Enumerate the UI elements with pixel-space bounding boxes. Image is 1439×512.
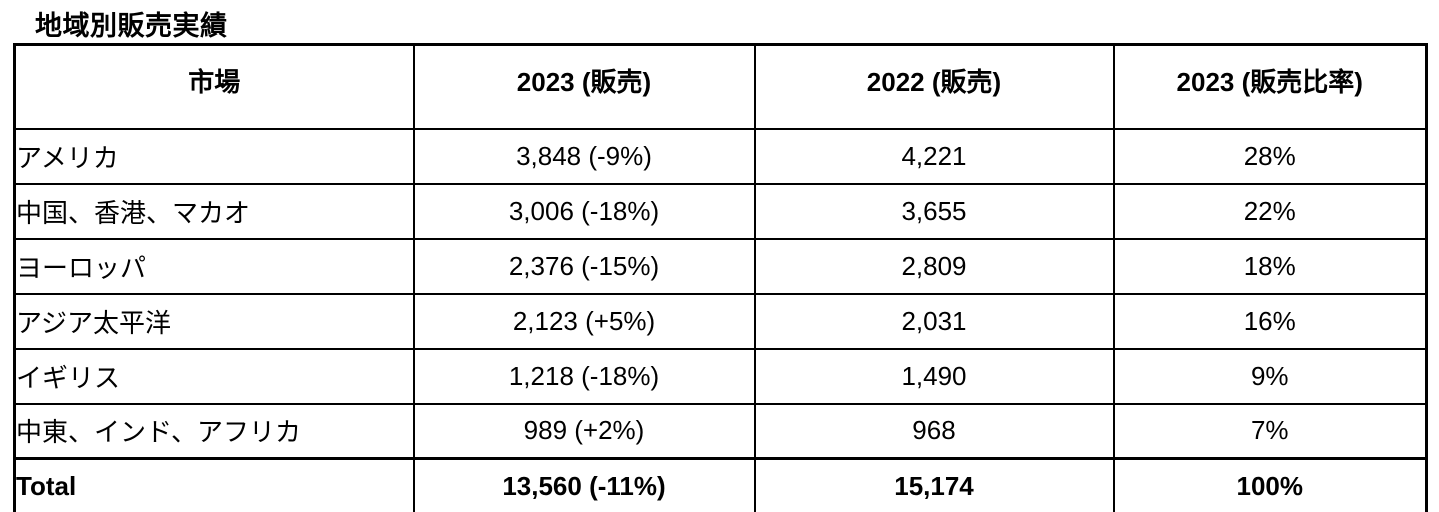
- ratio-2023-cell: 28%: [1112, 127, 1428, 185]
- ratio-2023-cell: 9%: [1112, 347, 1428, 405]
- table-header-row: 市場 2023 (販売) 2022 (販売) 2023 (販売比率): [13, 43, 1428, 130]
- table-row: 中国、香港、マカオ 3,006 (-18%) 3,655 22%: [13, 182, 1428, 240]
- ratio-2023-cell: 22%: [1112, 182, 1428, 240]
- header-2023-sales: 2023 (販売): [412, 43, 756, 130]
- ratio-2023-cell: 16%: [1112, 292, 1428, 350]
- sales-2023-cell: 2,123 (+5%): [412, 292, 756, 350]
- header-2022-sales: 2022 (販売): [753, 43, 1115, 130]
- table-row: 中東、インド、アフリカ 989 (+2%) 968 7%: [13, 402, 1428, 460]
- sales-2022-cell: 968: [753, 402, 1115, 460]
- sales-2023-cell: 1,218 (-18%): [412, 347, 756, 405]
- sales-2023-cell: 2,376 (-15%): [412, 237, 756, 295]
- ratio-2023-cell: 18%: [1112, 237, 1428, 295]
- total-sales-2022-cell: 15,174: [753, 457, 1115, 512]
- market-cell: イギリス: [13, 347, 415, 405]
- regional-sales-table: 市場 2023 (販売) 2022 (販売) 2023 (販売比率) アメリカ …: [13, 43, 1428, 512]
- market-cell: 中国、香港、マカオ: [13, 182, 415, 240]
- sales-2022-cell: 4,221: [753, 127, 1115, 185]
- market-cell: アジア太平洋: [13, 292, 415, 350]
- table-total-row: Total 13,560 (-11%) 15,174 100%: [13, 457, 1428, 512]
- table-row: アジア太平洋 2,123 (+5%) 2,031 16%: [13, 292, 1428, 350]
- total-ratio-2023-cell: 100%: [1112, 457, 1428, 512]
- ratio-2023-cell: 7%: [1112, 402, 1428, 460]
- table-row: アメリカ 3,848 (-9%) 4,221 28%: [13, 127, 1428, 185]
- sales-2023-cell: 989 (+2%): [412, 402, 756, 460]
- sales-2023-cell: 3,006 (-18%): [412, 182, 756, 240]
- header-2023-ratio: 2023 (販売比率): [1112, 43, 1428, 130]
- page-title: 地域別販売実績: [35, 11, 228, 41]
- market-cell: アメリカ: [13, 127, 415, 185]
- total-label-cell: Total: [13, 457, 415, 512]
- market-cell: 中東、インド、アフリカ: [13, 402, 415, 460]
- sales-2022-cell: 3,655: [753, 182, 1115, 240]
- sales-2022-cell: 2,031: [753, 292, 1115, 350]
- sales-2022-cell: 1,490: [753, 347, 1115, 405]
- table-row: ヨーロッパ 2,376 (-15%) 2,809 18%: [13, 237, 1428, 295]
- table-row: イギリス 1,218 (-18%) 1,490 9%: [13, 347, 1428, 405]
- market-cell: ヨーロッパ: [13, 237, 415, 295]
- sales-2023-cell: 3,848 (-9%): [412, 127, 756, 185]
- sales-2022-cell: 2,809: [753, 237, 1115, 295]
- total-sales-2023-cell: 13,560 (-11%): [412, 457, 756, 512]
- header-market: 市場: [13, 43, 415, 130]
